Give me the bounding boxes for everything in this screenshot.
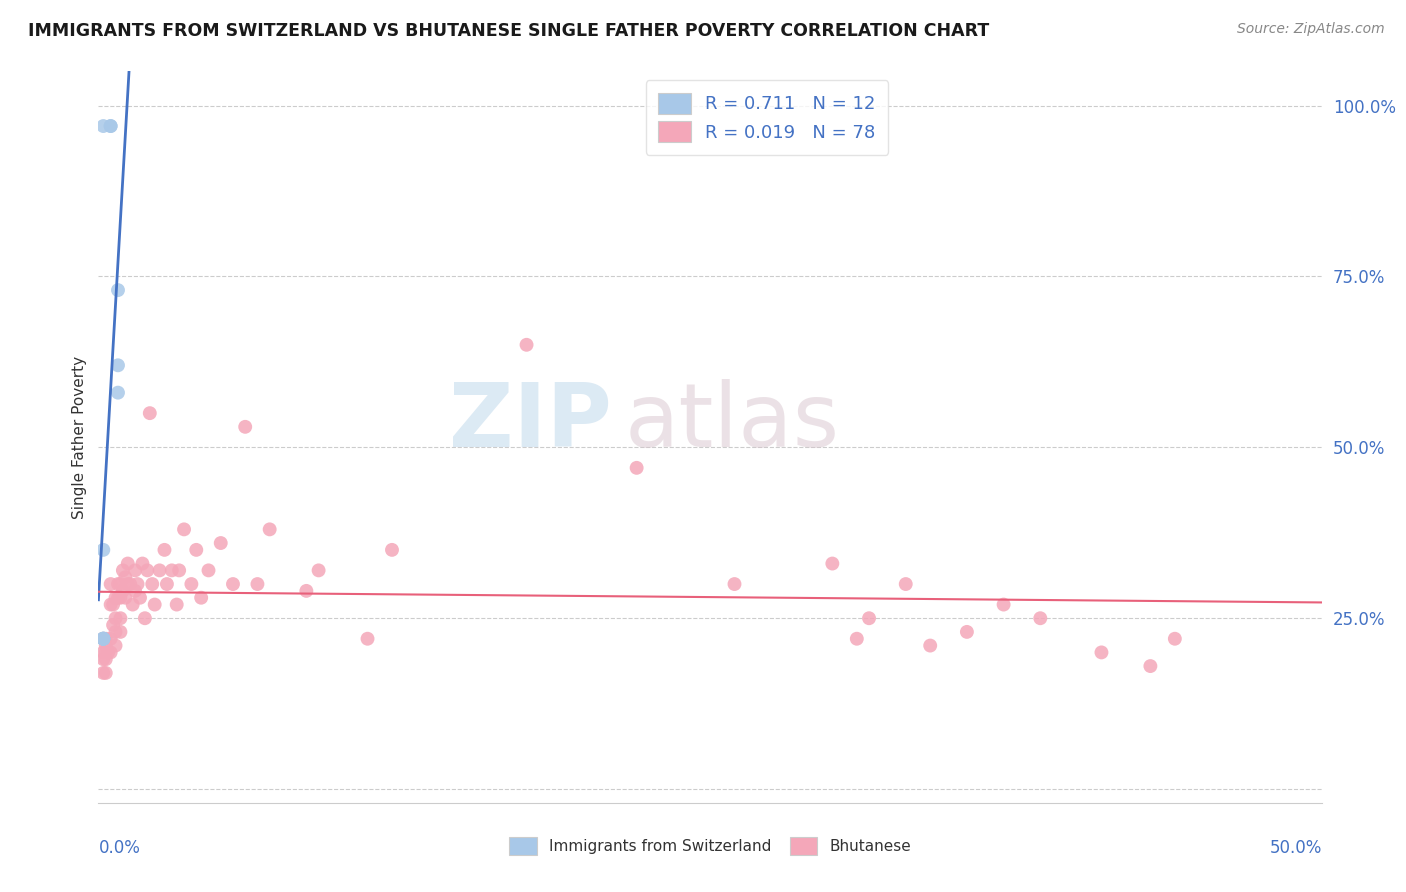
Point [160, 563, 183, 577]
Point [233, 420, 256, 434]
Point [94, 632, 117, 646]
Point [143, 598, 166, 612]
Point [515, 338, 537, 352]
Point [956, 624, 979, 639]
Point [100, 645, 122, 659]
Point [91, 632, 114, 646]
Point [920, 639, 942, 653]
Text: 0.0%: 0.0% [98, 839, 141, 857]
Point [91, 665, 114, 680]
Point [104, 639, 127, 653]
Point [186, 542, 208, 557]
Point [993, 598, 1015, 612]
Point [190, 591, 212, 605]
Point [295, 583, 318, 598]
Point [117, 577, 139, 591]
Point [129, 591, 152, 605]
Point [110, 624, 132, 639]
Point [111, 563, 134, 577]
Point [104, 624, 127, 639]
Point [110, 577, 132, 591]
Point [894, 577, 917, 591]
Point [94, 652, 117, 666]
Point [308, 563, 330, 577]
Point [104, 611, 127, 625]
Text: 50.0%: 50.0% [1270, 839, 1322, 857]
Point [124, 583, 146, 598]
Point [153, 542, 176, 557]
Text: IMMIGRANTS FROM SWITZERLAND VS BHUTANESE SINGLE FATHER POVERTY CORRELATION CHART: IMMIGRANTS FROM SWITZERLAND VS BHUTANESE… [28, 22, 990, 40]
Point [91, 542, 114, 557]
Point [222, 577, 245, 591]
Point [91, 632, 114, 646]
Point [209, 536, 232, 550]
Point [100, 119, 122, 133]
Point [107, 591, 129, 605]
Point [107, 283, 129, 297]
Point [107, 359, 129, 373]
Point [1090, 645, 1112, 659]
Point [356, 632, 378, 646]
Point [141, 577, 163, 591]
Point [131, 557, 153, 571]
Point [381, 542, 404, 557]
Point [1139, 659, 1161, 673]
Point [101, 598, 124, 612]
Point [858, 611, 880, 625]
Point [91, 632, 114, 646]
Point [156, 577, 179, 591]
Point [134, 611, 156, 625]
Point [173, 522, 195, 536]
Text: Source: ZipAtlas.com: Source: ZipAtlas.com [1237, 22, 1385, 37]
Point [821, 557, 844, 571]
Point [94, 639, 117, 653]
Point [167, 563, 190, 577]
Legend: Immigrants from Switzerland, Bhutanese: Immigrants from Switzerland, Bhutanese [503, 831, 917, 861]
Point [94, 645, 117, 659]
Point [626, 460, 648, 475]
Point [97, 645, 120, 659]
Point [246, 577, 269, 591]
Point [91, 652, 114, 666]
Point [259, 522, 281, 536]
Point [845, 632, 868, 646]
Point [91, 645, 114, 659]
Text: atlas: atlas [624, 379, 839, 466]
Point [149, 563, 172, 577]
Point [120, 577, 142, 591]
Point [104, 591, 127, 605]
Point [100, 577, 122, 591]
Point [91, 632, 114, 646]
Point [124, 563, 146, 577]
Point [110, 591, 132, 605]
Point [91, 632, 114, 646]
Point [1029, 611, 1052, 625]
Point [136, 563, 159, 577]
Y-axis label: Single Father Poverty: Single Father Poverty [72, 356, 87, 518]
Point [110, 611, 132, 625]
Point [107, 385, 129, 400]
Point [121, 598, 143, 612]
Point [94, 665, 117, 680]
Point [180, 577, 202, 591]
Point [111, 583, 134, 598]
Point [100, 632, 122, 646]
Point [91, 119, 114, 133]
Point [100, 119, 122, 133]
Point [197, 563, 219, 577]
Point [166, 598, 188, 612]
Point [101, 618, 124, 632]
Point [114, 570, 136, 584]
Point [1164, 632, 1187, 646]
Point [114, 591, 136, 605]
Point [107, 577, 129, 591]
Point [91, 632, 114, 646]
Point [117, 557, 139, 571]
Text: ZIP: ZIP [450, 379, 612, 466]
Point [100, 598, 122, 612]
Point [139, 406, 162, 420]
Point [723, 577, 745, 591]
Point [127, 577, 149, 591]
